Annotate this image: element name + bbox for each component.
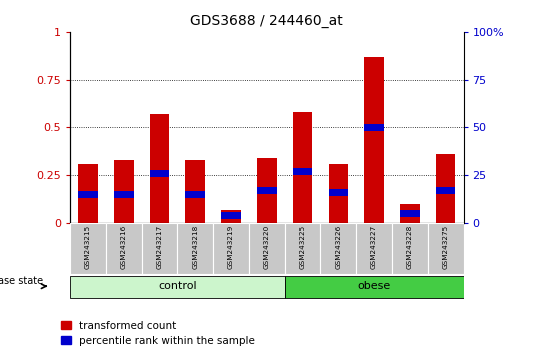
Bar: [185, 160, 205, 223]
Bar: [293, 112, 313, 223]
Bar: [436, 154, 455, 223]
Title: GDS3688 / 244460_at: GDS3688 / 244460_at: [190, 14, 343, 28]
Bar: [106, 223, 142, 274]
Text: GSM243217: GSM243217: [156, 225, 162, 269]
Bar: [177, 223, 213, 274]
Text: GSM243275: GSM243275: [443, 225, 448, 269]
Bar: [328, 164, 348, 223]
Text: GSM243228: GSM243228: [407, 225, 413, 269]
Bar: [221, 210, 241, 223]
Text: GSM243215: GSM243215: [85, 225, 91, 269]
Text: obese: obese: [357, 281, 391, 291]
Bar: [392, 223, 428, 274]
Bar: [150, 114, 169, 223]
Text: GSM243225: GSM243225: [300, 225, 306, 269]
Bar: [364, 57, 384, 223]
Bar: [142, 223, 177, 274]
Bar: [436, 187, 455, 194]
Text: GSM243219: GSM243219: [228, 225, 234, 269]
Bar: [285, 223, 321, 274]
Bar: [285, 275, 464, 298]
Text: GSM243227: GSM243227: [371, 225, 377, 269]
Bar: [150, 170, 169, 177]
Bar: [400, 204, 420, 223]
Text: control: control: [158, 281, 197, 291]
Bar: [78, 164, 98, 223]
Text: disease state: disease state: [0, 275, 44, 286]
Bar: [213, 223, 249, 274]
Bar: [70, 275, 285, 298]
Bar: [293, 168, 313, 175]
Text: GSM243226: GSM243226: [335, 225, 341, 269]
Bar: [257, 158, 277, 223]
Bar: [328, 189, 348, 196]
Bar: [114, 160, 134, 223]
Bar: [249, 223, 285, 274]
Bar: [70, 223, 106, 274]
Bar: [185, 191, 205, 198]
Bar: [221, 212, 241, 219]
Bar: [364, 124, 384, 131]
Legend: transformed count, percentile rank within the sample: transformed count, percentile rank withi…: [57, 317, 259, 350]
Text: GSM243220: GSM243220: [264, 225, 270, 269]
Text: GSM243216: GSM243216: [121, 225, 127, 269]
Bar: [321, 223, 356, 274]
Bar: [78, 191, 98, 198]
Bar: [257, 187, 277, 194]
Bar: [356, 223, 392, 274]
Bar: [428, 223, 464, 274]
Bar: [114, 191, 134, 198]
Text: GSM243218: GSM243218: [192, 225, 198, 269]
Bar: [400, 210, 420, 217]
